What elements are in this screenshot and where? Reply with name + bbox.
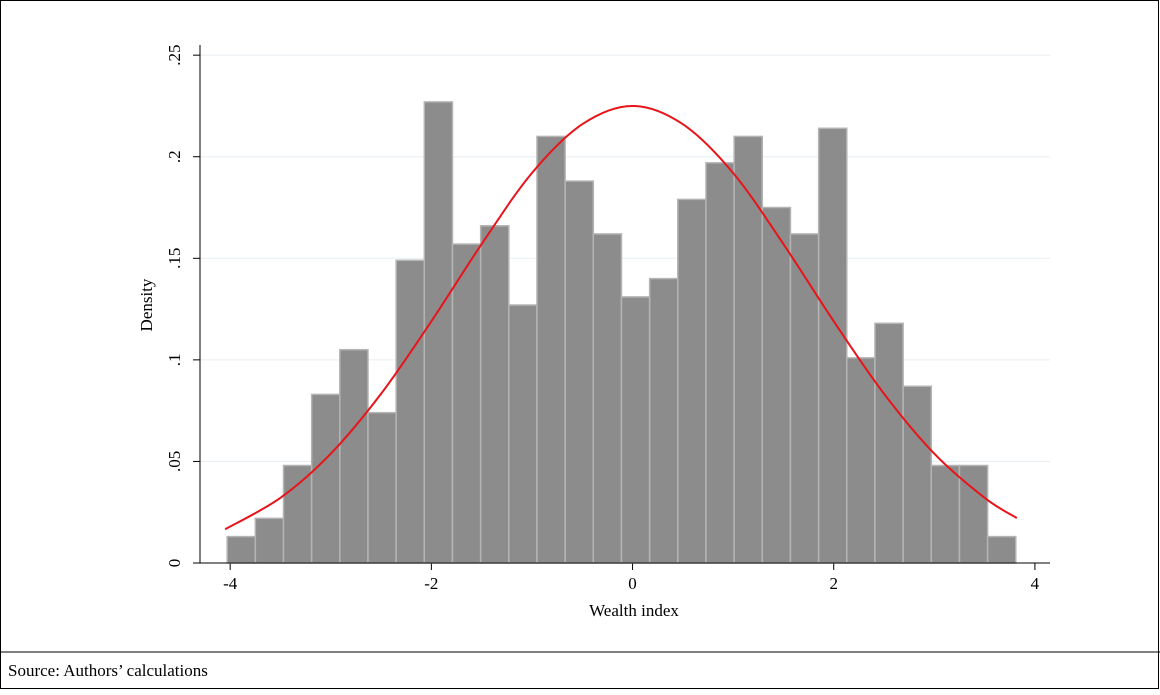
bar: [620, 296, 651, 564]
y-tick-label: .15: [165, 248, 184, 269]
bar: [282, 464, 313, 564]
bar: [817, 127, 848, 564]
bar: [733, 135, 764, 564]
bar: [846, 357, 876, 564]
bar: [564, 180, 595, 564]
density-curve: [224, 104, 1018, 531]
x-tick-label: -2: [424, 574, 438, 593]
bar: [648, 277, 679, 564]
bar: [367, 411, 397, 564]
x-axis-label: Wealth index: [589, 601, 679, 620]
bar: [395, 259, 426, 564]
bar: [339, 348, 369, 564]
bar: [761, 206, 792, 564]
y-tick-label: .05: [165, 451, 184, 472]
bar: [677, 198, 707, 564]
y-tick-label: 0: [165, 559, 184, 568]
x-tick-label: 4: [1031, 574, 1040, 593]
bar: [508, 304, 538, 564]
x-tick-label: 0: [628, 574, 637, 593]
bar: [310, 393, 341, 564]
bar: [874, 322, 904, 564]
bar: [423, 101, 454, 564]
y-tick-label: .2: [165, 150, 184, 163]
bar: [592, 233, 623, 564]
y-tick-label: .1: [165, 353, 184, 366]
y-axis-label: Density: [137, 278, 156, 331]
source-note: Source: Authors’ calculations: [8, 661, 208, 680]
y-tick-label: .25: [165, 45, 184, 66]
bar: [536, 135, 566, 564]
bar: [930, 464, 961, 564]
bar: [902, 385, 933, 564]
bar: [254, 517, 285, 564]
bar: [986, 535, 1017, 564]
bar: [451, 243, 482, 564]
bar: [479, 225, 510, 564]
x-tick-label: -4: [223, 574, 238, 593]
bar: [226, 535, 257, 564]
bar: [789, 233, 820, 564]
x-tick-label: 2: [829, 574, 838, 593]
bar: [705, 162, 735, 564]
